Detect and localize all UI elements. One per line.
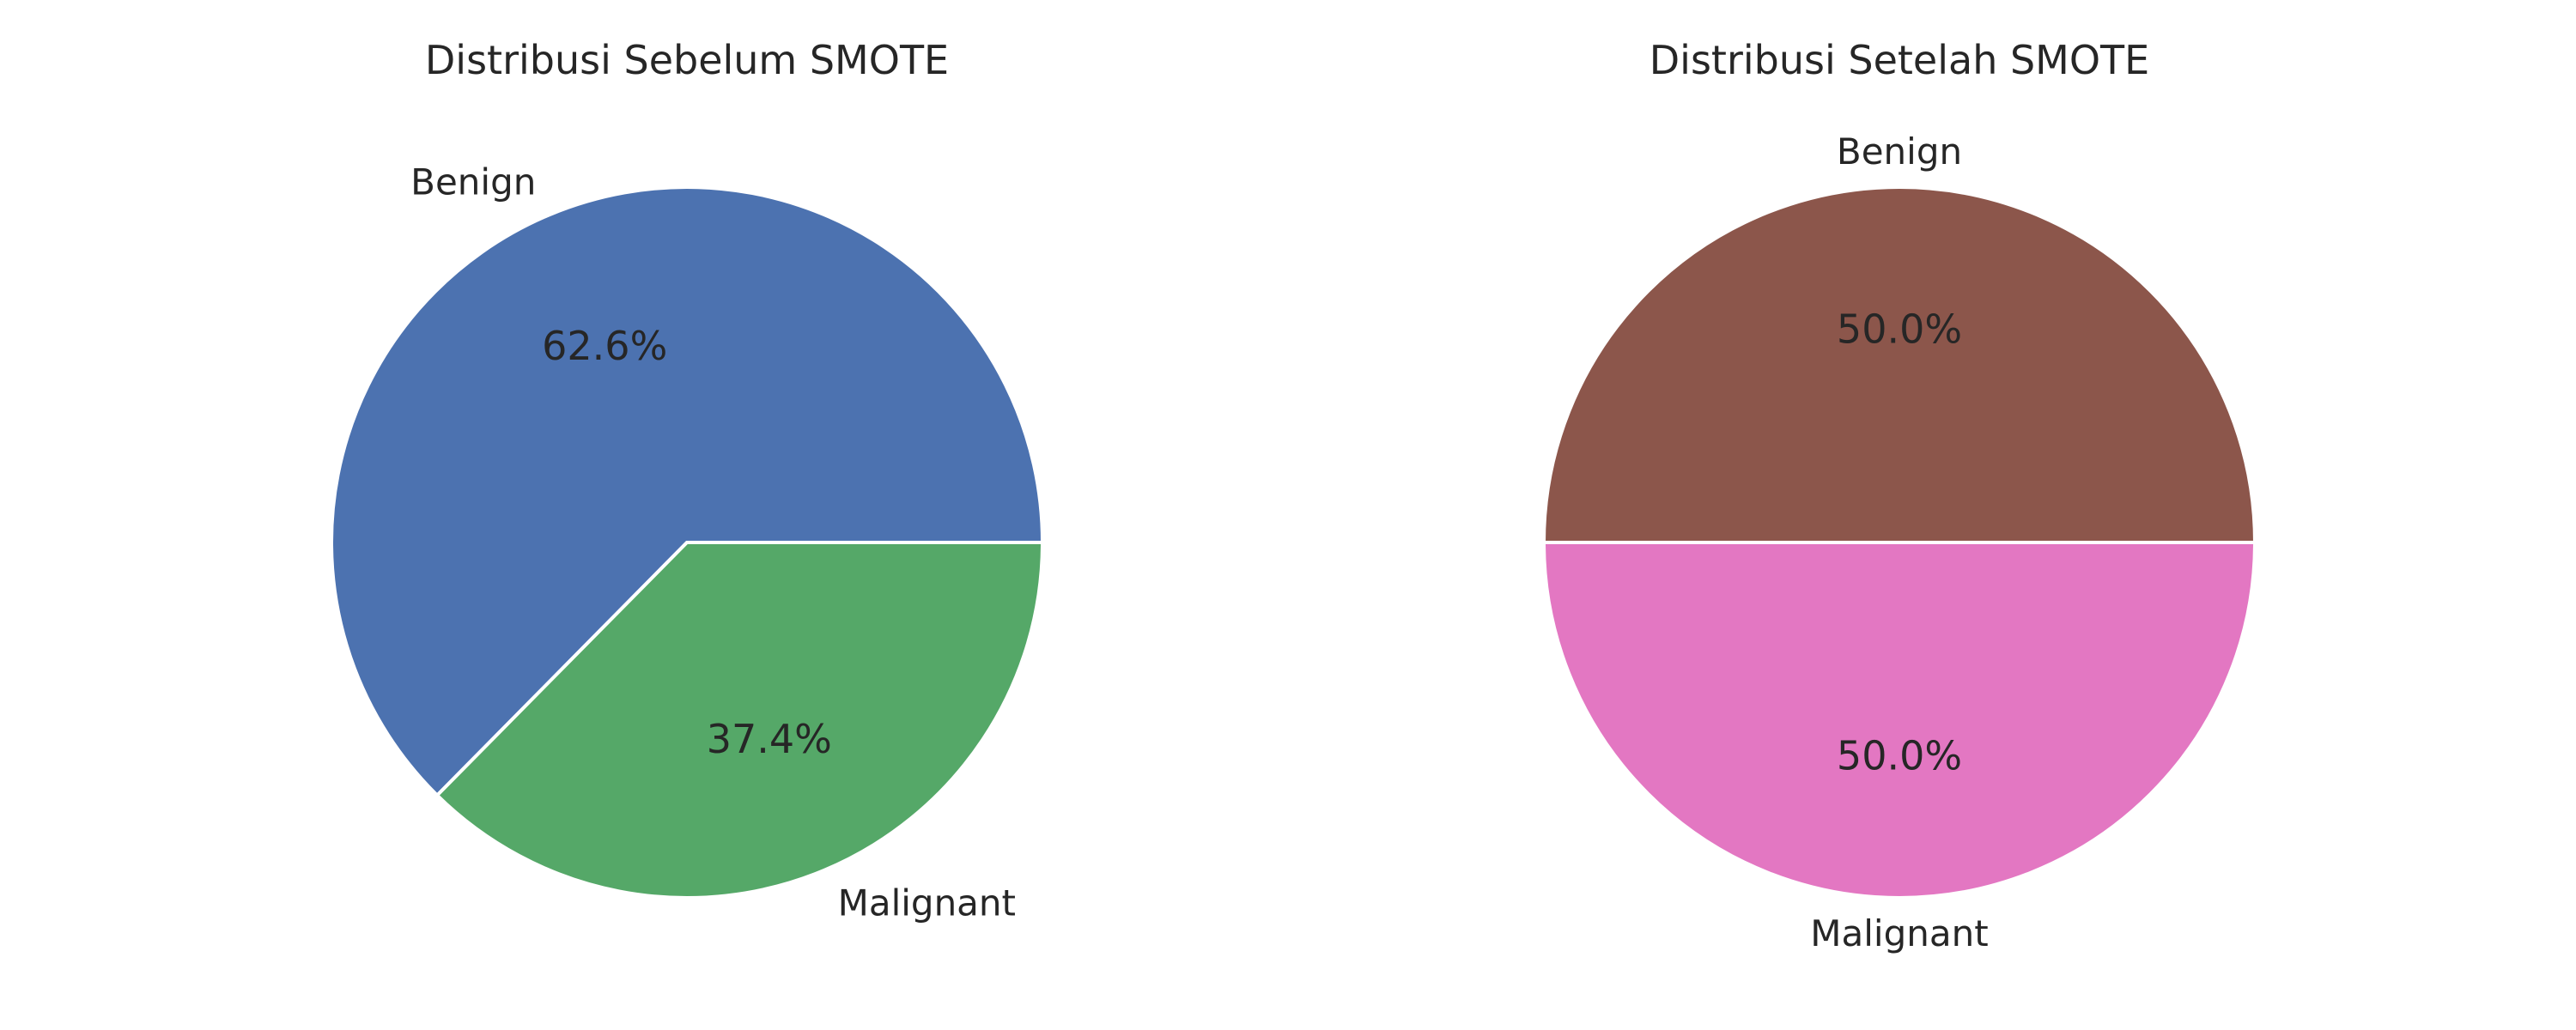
labels-before: 62.6% Benign 37.4% Malignant [410,161,1016,924]
pct-label-benign: 50.0% [1837,306,1962,353]
pie-slice-benign [1541,185,2257,544]
chart-title-after: Distribusi Setelah SMOTE [1649,37,2149,83]
category-label-malignant: Malignant [1810,912,1988,954]
pct-label-malignant: 50.0% [1837,732,1962,779]
category-label-benign: Benign [410,161,536,203]
category-label-benign: Benign [1837,130,1962,173]
pie-slice-malignant [434,541,1045,900]
category-label-malignant: Malignant [838,882,1016,924]
pct-label-malignant: 37.4% [707,716,832,762]
pie-slice-benign [330,185,1045,798]
labels-after: 50.0% Benign 50.0% Malignant [1810,130,1988,954]
pie-chart-after-smote: Distribusi Setelah SMOTE 50.0%Benign50.0… [1541,37,2257,954]
wedges-before [330,185,1045,900]
pct-label-benign: 62.6% [542,323,667,369]
pie-chart-before-smote: Distribusi Sebelum SMOTE 62.6% Benign 37.4… [330,37,1045,924]
wedges-after [1541,185,2257,900]
pie-slice-malignant [1541,541,2257,900]
chart-title-before: Distribusi Sebelum SMOTE [425,37,949,83]
